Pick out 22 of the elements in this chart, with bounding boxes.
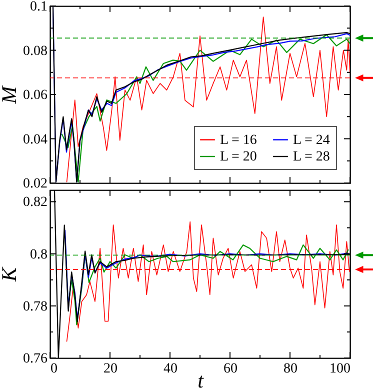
legend-label: L = 20 (220, 150, 257, 164)
y-tick-label: 0.08 (23, 44, 48, 59)
y-tick-label: 0.8 (30, 247, 48, 262)
x-tick-label: 0 (50, 362, 58, 376)
legend-label: L = 28 (293, 150, 330, 164)
y-tick-label: 0.02 (23, 176, 48, 192)
x-tick-label: 20 (104, 362, 118, 376)
x-axis-title: t (198, 368, 205, 391)
legend-label: L = 16 (220, 132, 257, 148)
x-tick-label: 40 (164, 362, 178, 376)
y-axis-title: M (0, 84, 21, 105)
y-tick-label: 0.1 (30, 0, 48, 14)
y-tick-label: 0.06 (23, 88, 48, 103)
x-tick-label: 80 (284, 362, 298, 376)
y-tick-label: 0.82 (23, 195, 48, 210)
y-axis-title: K (0, 266, 21, 283)
y-tick-label: 0.04 (23, 132, 48, 148)
y-tick-label: 0.78 (23, 299, 48, 314)
x-tick-label: 60 (224, 362, 238, 376)
legend-label: L = 24 (293, 132, 330, 148)
x-tick-label: 100 (330, 362, 350, 376)
y-tick-label: 0.76 (23, 352, 48, 366)
